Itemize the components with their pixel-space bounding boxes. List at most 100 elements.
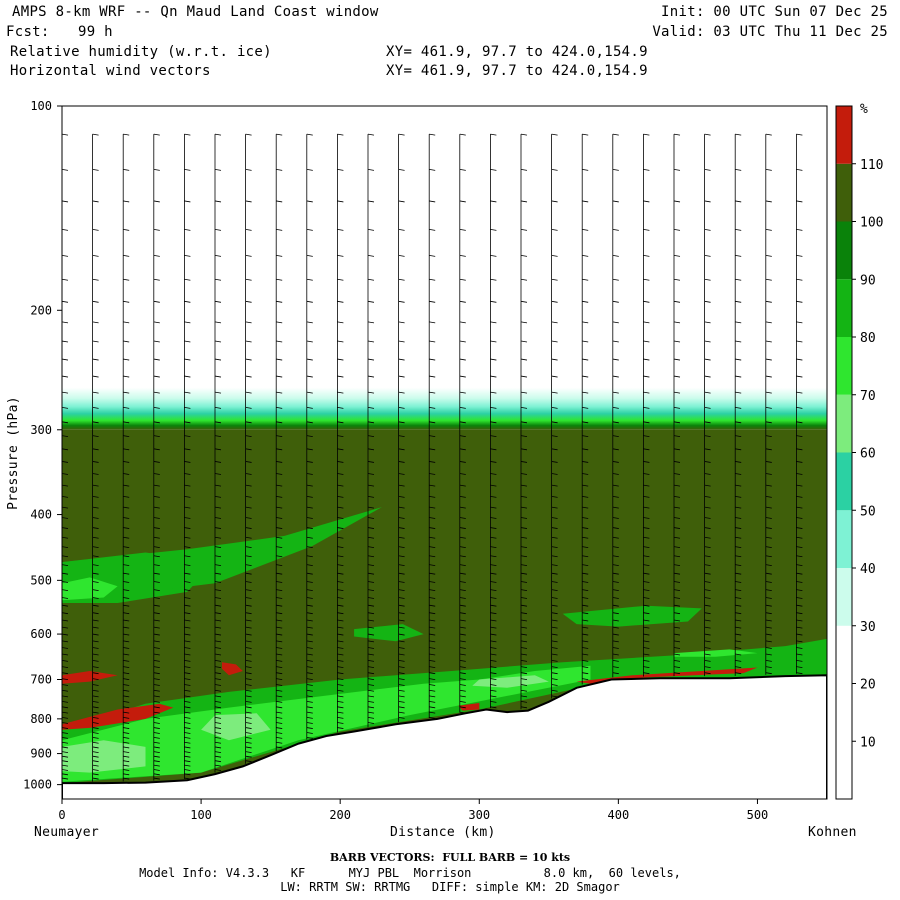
wind-barb (92, 484, 99, 487)
wind-barb (184, 612, 191, 615)
wind-barb (551, 461, 558, 463)
wind-barb (459, 633, 466, 636)
wind-barb (276, 536, 283, 539)
wind-barb (62, 254, 69, 257)
wind-barb (62, 484, 69, 487)
wind-barb (459, 200, 466, 203)
wind-barb (337, 678, 344, 681)
rh-shading-region-6 (62, 665, 591, 782)
wind-barb (612, 435, 619, 438)
rh-shading-region-3 (354, 624, 424, 642)
wind-barb (184, 722, 191, 724)
wind-barb (337, 727, 344, 729)
wind-barb (765, 473, 772, 475)
wind-barb (153, 517, 160, 519)
wind-barb (398, 716, 405, 719)
wind-barb (62, 589, 69, 592)
wind-barb (367, 678, 375, 681)
wind-barb (826, 279, 827, 280)
wind-barb (643, 666, 650, 668)
wind-barb (459, 506, 466, 509)
wind-barb (551, 689, 558, 692)
wind-barb (673, 653, 681, 656)
wind-barb (582, 461, 589, 463)
wind-barb (306, 527, 313, 529)
wind-barb (276, 358, 283, 361)
wind-barb (582, 517, 589, 519)
wind-barb (62, 391, 69, 394)
wind-barb (765, 647, 772, 649)
wind-barb (153, 169, 160, 171)
wind-barb (704, 448, 711, 451)
x-start-location: Neumayer (34, 825, 100, 840)
wind-barb (643, 421, 650, 424)
wind-barb (367, 321, 375, 324)
wind-barb (643, 604, 650, 607)
wind-barb (337, 461, 344, 463)
wind-barb (276, 169, 283, 171)
wind-barb (398, 340, 405, 343)
wind-barb (520, 358, 528, 361)
wind-barb (123, 647, 130, 649)
wind-barb (643, 589, 650, 592)
init-time: Init: 00 UTC Sun 07 Dec 25 (661, 4, 888, 20)
wind-barb (214, 506, 222, 509)
wind-barb (214, 769, 222, 771)
wind-barb (214, 653, 222, 656)
wind-barb (245, 706, 252, 709)
wind-barb (367, 448, 375, 451)
wind-barb (490, 517, 497, 519)
wind-barb (459, 564, 466, 566)
wind-barb (153, 604, 160, 607)
wind-barb (92, 640, 99, 643)
wind-barb (184, 764, 191, 767)
wind-barb (765, 461, 772, 463)
wind-barb (398, 633, 405, 636)
wind-barb (337, 597, 344, 599)
wind-barb (551, 527, 558, 529)
wind-barb (184, 666, 191, 668)
wind-barb (520, 633, 528, 636)
wind-barb (490, 406, 497, 409)
x-end-location: Kohnen (808, 825, 857, 840)
wind-barb (62, 755, 69, 758)
x-tick-label: 100 (190, 808, 212, 822)
wind-barb (123, 732, 130, 734)
wind-barb (276, 406, 283, 409)
wind-barb (92, 695, 99, 698)
wind-barb (673, 484, 681, 487)
wind-barb (765, 604, 772, 607)
wind-barb (276, 711, 283, 714)
wind-barb (123, 640, 130, 643)
wind-barb (92, 321, 99, 324)
wind-barb (429, 254, 436, 257)
wind-barb (306, 484, 313, 487)
wind-barb (245, 626, 252, 629)
wind-barb (306, 711, 313, 714)
wind-barb (123, 473, 130, 475)
wind-barb (490, 229, 497, 231)
wind-barb (765, 495, 772, 498)
wind-barb (245, 555, 252, 558)
wind-barb (612, 229, 619, 231)
wind-barb (276, 678, 283, 681)
wind-barb (551, 695, 558, 698)
wind-barb (337, 527, 344, 529)
wind-barb (765, 672, 772, 675)
wind-barb (306, 647, 313, 649)
wind-barb (551, 200, 558, 203)
wind-barb (673, 581, 681, 583)
wind-barb (551, 653, 558, 656)
wind-barb (520, 200, 528, 203)
wind-barb (429, 375, 436, 378)
wind-barb (429, 278, 436, 281)
wind-barb (551, 666, 558, 668)
wind-barb (153, 684, 160, 686)
wind-barb (643, 340, 650, 343)
wind-barb (214, 695, 222, 698)
wind-barb (123, 421, 130, 424)
wind-barb (429, 701, 436, 703)
wind-barb (582, 546, 589, 549)
colorbar-label: 90 (860, 273, 876, 288)
wind-barb (62, 536, 69, 539)
